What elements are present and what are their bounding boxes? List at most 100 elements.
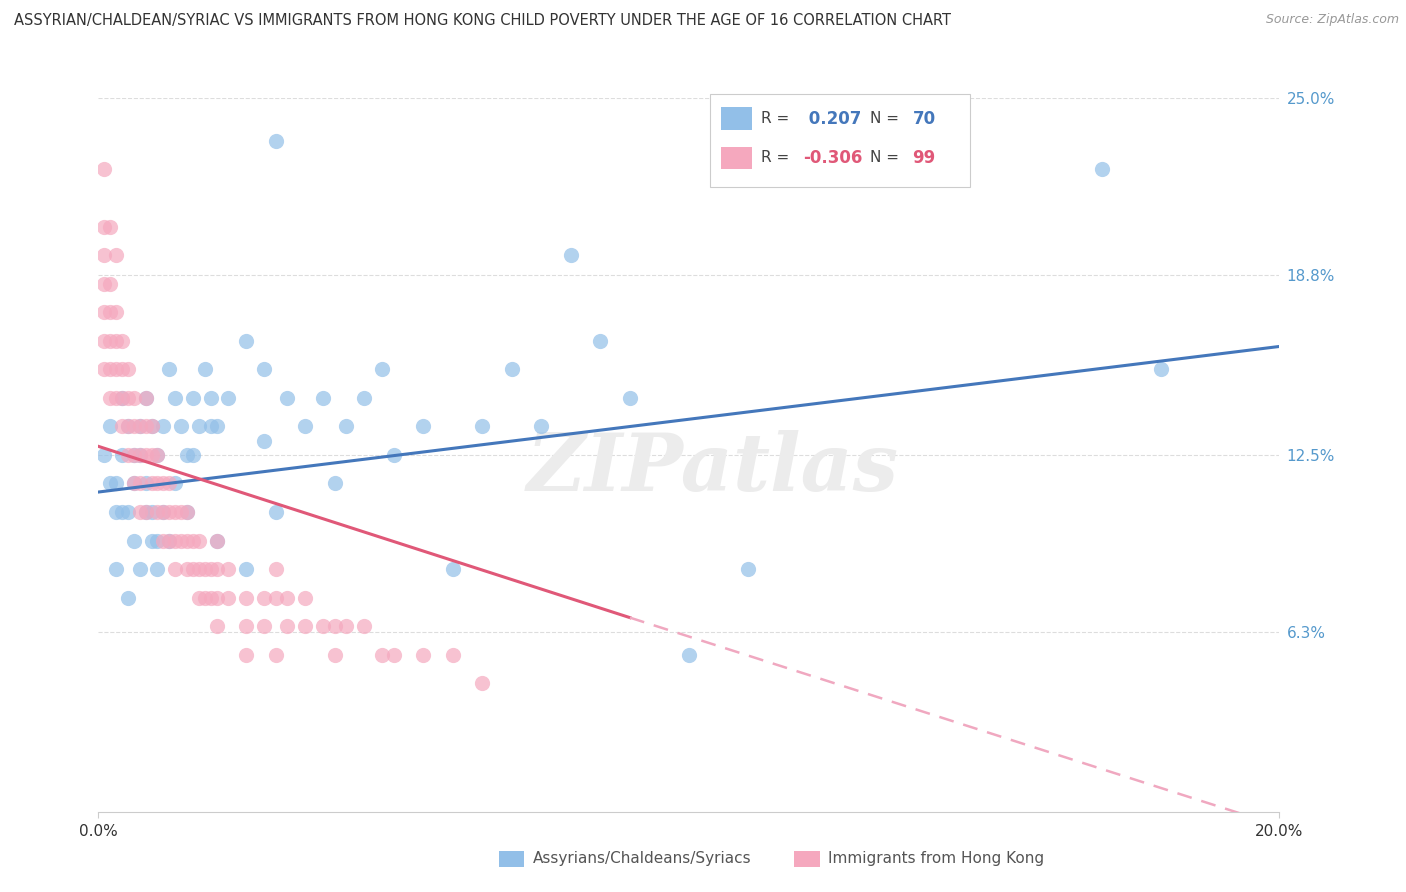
Text: Assyrians/Chaldeans/Syriacs: Assyrians/Chaldeans/Syriacs — [533, 851, 751, 865]
Point — [117, 448, 139, 462]
Point — [264, 562, 287, 576]
Point — [135, 391, 157, 405]
Point — [737, 562, 759, 576]
Text: R =: R = — [761, 151, 794, 165]
Point — [176, 505, 198, 519]
Point — [111, 362, 134, 376]
Point — [382, 448, 405, 462]
Point — [105, 391, 128, 405]
Point — [122, 391, 145, 405]
Point — [253, 591, 276, 605]
Point — [152, 505, 174, 519]
Text: N =: N = — [870, 151, 904, 165]
Point — [205, 533, 228, 548]
Point — [181, 391, 204, 405]
Point — [93, 334, 115, 348]
Point — [323, 476, 346, 491]
Point — [93, 277, 115, 291]
Point — [152, 505, 174, 519]
Point — [335, 419, 357, 434]
Point — [165, 391, 187, 405]
Point — [111, 448, 134, 462]
Point — [253, 619, 276, 633]
Point — [294, 419, 316, 434]
Point — [128, 562, 150, 576]
Point — [117, 391, 139, 405]
Point — [170, 533, 193, 548]
Point — [141, 476, 163, 491]
Text: 70: 70 — [912, 110, 935, 128]
Point — [176, 533, 198, 548]
Point — [441, 648, 464, 662]
Point — [117, 591, 139, 605]
Point — [93, 448, 115, 462]
Point — [276, 591, 298, 605]
Point — [152, 419, 174, 434]
Point — [235, 334, 257, 348]
Point — [135, 448, 157, 462]
Point — [98, 334, 121, 348]
Point — [200, 391, 222, 405]
Point — [217, 391, 239, 405]
Point — [235, 648, 257, 662]
Point — [323, 648, 346, 662]
Text: Immigrants from Hong Kong: Immigrants from Hong Kong — [828, 851, 1045, 865]
Point — [205, 419, 228, 434]
Point — [276, 391, 298, 405]
Point — [353, 391, 375, 405]
Point — [135, 391, 157, 405]
Point — [105, 562, 128, 576]
Point — [181, 533, 204, 548]
Point — [128, 448, 150, 462]
Point — [619, 391, 641, 405]
Point — [382, 648, 405, 662]
Point — [312, 619, 335, 633]
Point — [146, 505, 169, 519]
Point — [128, 419, 150, 434]
Point — [187, 591, 209, 605]
Point — [264, 505, 287, 519]
Point — [135, 476, 157, 491]
Point — [141, 533, 163, 548]
Point — [111, 391, 134, 405]
Point — [194, 362, 217, 376]
Point — [98, 277, 121, 291]
Point — [176, 562, 198, 576]
Point — [146, 448, 169, 462]
Point — [353, 619, 375, 633]
Point — [176, 448, 198, 462]
Point — [589, 334, 612, 348]
Point — [165, 505, 187, 519]
Point — [217, 562, 239, 576]
Point — [146, 562, 169, 576]
Point — [98, 419, 121, 434]
Point — [181, 448, 204, 462]
Point — [294, 619, 316, 633]
Point — [111, 505, 134, 519]
Point — [98, 219, 121, 234]
Point — [371, 362, 394, 376]
Point — [1150, 362, 1173, 376]
Point — [294, 591, 316, 605]
Point — [146, 448, 169, 462]
Point — [157, 533, 180, 548]
Point — [471, 419, 494, 434]
Point — [146, 476, 169, 491]
Point — [93, 305, 115, 319]
Point — [170, 505, 193, 519]
Point — [122, 533, 145, 548]
Point — [312, 391, 335, 405]
Point — [253, 434, 276, 448]
Point — [117, 419, 139, 434]
Point — [371, 648, 394, 662]
Text: R =: R = — [761, 112, 794, 126]
Text: -0.306: -0.306 — [803, 149, 862, 167]
Point — [105, 362, 128, 376]
Point — [560, 248, 582, 262]
Point — [122, 448, 145, 462]
Point — [117, 505, 139, 519]
Point — [105, 305, 128, 319]
Point — [678, 648, 700, 662]
Point — [194, 562, 217, 576]
Point — [501, 362, 523, 376]
